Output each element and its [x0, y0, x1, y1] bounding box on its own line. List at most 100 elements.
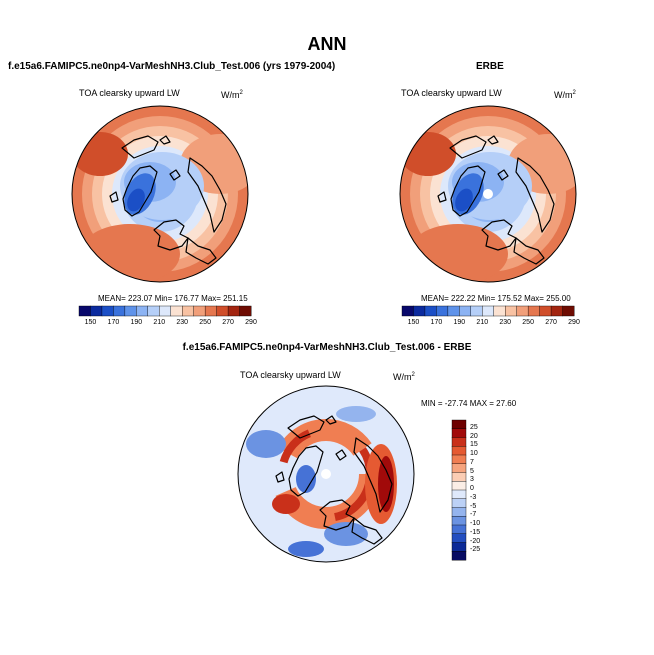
colorbar-cell	[113, 305, 126, 317]
map-border	[237, 385, 415, 563]
coastline-greenland	[122, 165, 158, 217]
coastline-alaska	[185, 237, 217, 265]
colorbar-cell	[451, 463, 467, 473]
coastline-alaska	[513, 237, 545, 265]
colorbar-cell	[504, 305, 518, 317]
diff-negative-patch	[296, 465, 316, 493]
map-field	[400, 106, 576, 282]
colorbar-tick-label: 10	[470, 450, 478, 457]
diff-negative-patch	[336, 406, 376, 422]
contour-warm-lobe	[72, 132, 128, 176]
colorbar-cell	[181, 305, 195, 317]
colorbar-cell	[493, 305, 506, 317]
colorbar-tick-label: -25	[470, 546, 481, 554]
colorbar-tick-label: -3	[470, 493, 477, 501]
colorbar-cell	[451, 533, 467, 543]
colorbar-tick-label: -15	[470, 528, 481, 536]
colorbar-tick-label: -20	[470, 537, 481, 545]
page-title: ANN	[307, 34, 347, 54]
colorbar-tick-label: 210	[476, 319, 489, 326]
map-field	[72, 106, 248, 282]
colorbar-cell	[159, 305, 172, 317]
contour-greenland-minimum	[455, 188, 473, 212]
colorbar-diff	[451, 419, 467, 561]
pole-cap	[483, 189, 493, 199]
coastline-siberia	[515, 157, 555, 233]
coastline-scandinavia	[121, 135, 159, 159]
colorbar-tick-label: 25	[470, 423, 478, 431]
panel-title-model: f.e15a6.FAMIPC5.ne0np4-VarMeshNH3.Club_T…	[8, 61, 336, 72]
diff-negative-patch	[288, 541, 324, 557]
colorbar-tick-label: -5	[470, 502, 477, 510]
coastline-islands	[109, 135, 181, 203]
colorbar-tick-label: 170	[430, 319, 443, 326]
variable-label-obs: TOA clearsky upward LW	[401, 88, 502, 98]
coastline-scandinavia	[287, 415, 325, 439]
stats-model: MEAN= 223.07 Min= 176.77 Max= 251.15	[98, 294, 248, 303]
diff-positive-lobe	[378, 456, 394, 512]
colorbar-cell	[170, 305, 183, 317]
pole-cap	[321, 469, 331, 479]
coastlines	[109, 135, 227, 265]
colorbar-cell	[451, 524, 467, 535]
colorbar-cell	[136, 305, 149, 317]
colorbar-cell	[451, 481, 467, 491]
coastline-greenland	[288, 445, 324, 497]
diff-positive-lobe	[272, 494, 300, 514]
colorbar-tick-label: 20	[470, 432, 478, 440]
colorbar-tick-label: 150	[407, 319, 420, 326]
colorbar-cell	[216, 305, 229, 317]
colorbar-obs	[401, 305, 575, 317]
colorbar-cell	[527, 305, 540, 317]
diff-negative-patch	[246, 430, 286, 458]
colorbar-cell	[447, 305, 460, 317]
coastline-islands	[437, 135, 509, 203]
colorbar-cell	[413, 305, 426, 317]
coastline-canada	[319, 499, 355, 531]
colorbar-cell	[451, 498, 467, 508]
coastline-siberia	[187, 157, 227, 233]
polar-map-diff	[237, 385, 415, 563]
colorbar-cell	[451, 428, 467, 438]
units-label-diff: W/m2	[393, 372, 415, 382]
colorbar-cell	[550, 305, 563, 317]
colorbar-cell	[482, 305, 495, 317]
colorbar-tick-label: 7	[470, 458, 474, 466]
colorbar-cell	[239, 305, 252, 317]
colorbar-cell	[124, 305, 137, 317]
colorbar-cell	[451, 516, 467, 526]
coastline-scandinavia	[449, 135, 487, 159]
colorbar-tick-label: 190	[130, 319, 143, 326]
diff-negative-patch	[324, 522, 368, 546]
colorbar-cell	[470, 305, 483, 317]
panel-title-diff: f.e15a6.FAMIPC5.ne0np4-VarMeshNH3.Club_T…	[182, 342, 472, 353]
colorbar-tick-label: 230	[499, 319, 512, 326]
coastline-siberia	[353, 437, 393, 513]
colorbar-tick-label: 270	[545, 319, 557, 326]
colorbar-tick-label: 250	[522, 319, 534, 326]
colorbar-tick-label: 230	[176, 319, 189, 326]
variable-label-model: TOA clearsky upward LW	[79, 88, 180, 98]
colorbar-tick-label: 210	[153, 319, 166, 326]
coastline-greenland	[450, 165, 486, 217]
colorbar-tick-label: 190	[453, 319, 466, 326]
colorbar-cell	[451, 472, 467, 482]
colorbar-tick-label: 250	[199, 319, 211, 326]
colorbar-tick-label: 290	[245, 319, 257, 326]
map-border	[399, 105, 577, 283]
coastline-islands	[275, 415, 347, 483]
colorbar-cell	[459, 305, 472, 317]
colorbar-cell	[227, 305, 240, 317]
panel-title-obs: ERBE	[476, 61, 504, 72]
colorbar-cell	[101, 305, 114, 317]
colorbar-cell	[539, 305, 552, 317]
contour-greenland-minimum	[127, 188, 145, 212]
colorbar-tick-label: 290	[568, 319, 580, 326]
colorbar-cell	[204, 305, 217, 317]
polar-map-model	[71, 105, 249, 283]
colorbar-tick-label: -7	[470, 511, 477, 519]
colorbar-cell	[78, 305, 91, 317]
colorbar-cell	[451, 437, 467, 447]
colorbar-tick-label: 15	[470, 441, 478, 449]
colorbar-cell	[451, 551, 467, 561]
